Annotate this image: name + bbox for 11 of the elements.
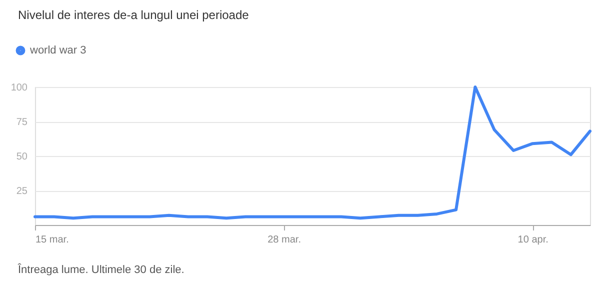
x-tick-label: 28 mar. bbox=[268, 234, 301, 246]
text: Întreaga lume. Ultimele 30 de zile. bbox=[17, 263, 184, 276]
x-tick-label: 10 apr. bbox=[518, 234, 548, 246]
x-tick-label: 15 mar. bbox=[36, 234, 69, 246]
y-tick-label: 100 bbox=[10, 82, 28, 94]
legend-label: world war 3 bbox=[29, 44, 86, 56]
y-tick-label: 50 bbox=[16, 152, 28, 162]
chart-title: Nivelul de interes de-a lungul unei perioade bbox=[18, 8, 250, 22]
y-tick-label: 75 bbox=[16, 117, 28, 128]
y-tick-label: 25 bbox=[16, 186, 28, 197]
line-series bbox=[34, 86, 592, 220]
